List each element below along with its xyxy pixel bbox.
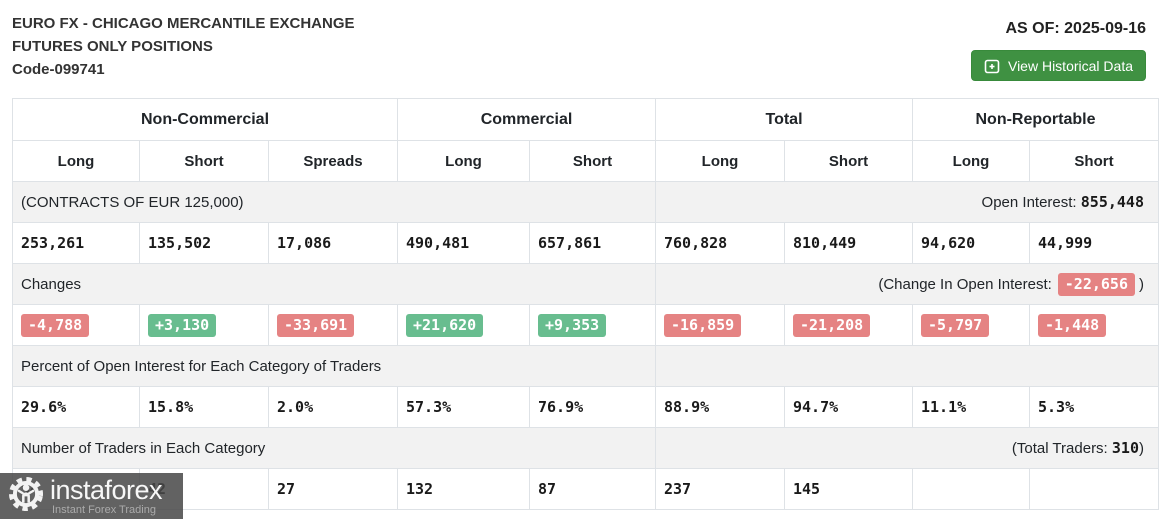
view-historical-data-label: View Historical Data: [1007, 57, 1133, 74]
position-value: 135,502: [148, 234, 212, 252]
traders-value: 27: [277, 480, 296, 498]
col-nr-short: Short: [1029, 140, 1159, 182]
contracts-band-row: (CONTRACTS OF EUR 125,000) Open Interest…: [12, 181, 1159, 223]
positions-row: 253,261 135,502 17,086 490,481 657,861 7…: [12, 222, 1159, 264]
traders-value: 87: [538, 480, 557, 498]
col-nc-short: Short: [139, 140, 269, 182]
percent-label: Percent of Open Interest for Each Catego…: [12, 345, 656, 387]
instaforex-logo-icon: [7, 475, 45, 518]
change-oi-cell: (Change In Open Interest: -22,656): [655, 263, 1159, 305]
group-commercial: Commercial: [397, 98, 656, 141]
col-nc-spreads: Spreads: [268, 140, 398, 182]
traders-row: 94 42 27 132 87 237 145: [12, 468, 1159, 510]
traders-value: 237: [664, 480, 692, 498]
report-title-line1: EURO FX - CHICAGO MERCANTILE EXCHANGE: [12, 15, 355, 32]
open-interest-label: Open Interest:: [981, 194, 1077, 211]
total-traders-value: 310: [1111, 439, 1139, 457]
percent-value: 76.9%: [538, 398, 584, 416]
change-badge: +9,353: [538, 313, 607, 337]
change-oi-badge: -22,656: [1057, 272, 1135, 296]
changes-label: Changes: [12, 263, 656, 305]
position-value: 760,828: [664, 234, 728, 252]
report-code: Code-099741: [12, 61, 105, 78]
percent-band-row: Percent of Open Interest for Each Catego…: [12, 345, 1159, 387]
percent-value: 5.3%: [1038, 398, 1075, 416]
change-badge: -16,859: [664, 313, 742, 337]
change-oi-prefix: (Change In Open Interest:: [878, 275, 1052, 293]
group-non-reportable: Non-Reportable: [912, 98, 1159, 141]
percent-row: 29.6% 15.8% 2.0% 57.3% 76.9% 88.9% 94.7%…: [12, 386, 1159, 428]
traders-label: Number of Traders in Each Category: [12, 427, 656, 469]
change-badge: -33,691: [277, 313, 355, 337]
as-of-date: AS OF: 2025-09-16: [1005, 20, 1146, 37]
report-title-line2: FUTURES ONLY POSITIONS: [12, 38, 213, 55]
percent-value: 88.9%: [664, 398, 710, 416]
col-c-long: Long: [397, 140, 530, 182]
change-badge: +3,130: [148, 313, 217, 337]
open-interest-cell: Open Interest: 855,448: [655, 181, 1159, 223]
instaforex-watermark: instaforex Instant Forex Trading: [0, 473, 183, 519]
percent-value: 94.7%: [793, 398, 839, 416]
col-c-short: Short: [529, 140, 656, 182]
changes-row: -4,788 +3,130 -33,691 +21,620 +9,353 -16…: [12, 304, 1159, 346]
group-total: Total: [655, 98, 913, 141]
percent-value: 29.6%: [21, 398, 67, 416]
change-badge: +21,620: [406, 313, 484, 337]
contracts-label: (CONTRACTS OF EUR 125,000): [12, 181, 656, 223]
report-title: EURO FX - CHICAGO MERCANTILE EXCHANGE FU…: [12, 12, 355, 81]
cot-table: Non-Commercial Commercial Total Non-Repo…: [12, 98, 1159, 510]
position-value: 657,861: [538, 234, 602, 252]
position-value: 44,999: [1038, 234, 1093, 252]
col-nr-long: Long: [912, 140, 1030, 182]
total-traders-prefix: (Total Traders:: [1011, 440, 1108, 457]
total-traders-suffix: ): [1139, 440, 1144, 457]
change-oi-suffix: ): [1139, 275, 1144, 293]
instaforex-tagline: Instant Forex Trading: [52, 503, 156, 516]
traders-band-row: Number of Traders in Each Category (Tota…: [12, 427, 1159, 469]
total-traders-cell: (Total Traders: 310): [655, 427, 1159, 469]
calendar-plus-icon: [984, 58, 1000, 74]
group-non-commercial: Non-Commercial: [12, 98, 398, 141]
position-value: 810,449: [793, 234, 857, 252]
percent-band-right: [655, 345, 1159, 387]
col-t-short: Short: [784, 140, 913, 182]
position-value: 490,481: [406, 234, 470, 252]
percent-value: 57.3%: [406, 398, 452, 416]
percent-value: 11.1%: [921, 398, 967, 416]
changes-band-row: Changes (Change In Open Interest: -22,656…: [12, 263, 1159, 305]
traders-value: 132: [406, 480, 434, 498]
instaforex-brand: instaforex: [50, 474, 163, 505]
change-badge: -21,208: [793, 313, 871, 337]
open-interest-value: 855,448: [1080, 193, 1144, 211]
change-badge: -5,797: [921, 313, 990, 337]
view-historical-data-button[interactable]: View Historical Data: [970, 50, 1146, 81]
change-badge: -1,448: [1038, 313, 1107, 337]
position-value: 17,086: [277, 234, 332, 252]
group-header-row: Non-Commercial Commercial Total Non-Repo…: [12, 98, 1159, 141]
position-value: 253,261: [21, 234, 85, 252]
col-nc-long: Long: [12, 140, 140, 182]
percent-value: 15.8%: [148, 398, 194, 416]
percent-value: 2.0%: [277, 398, 314, 416]
col-t-long: Long: [655, 140, 785, 182]
position-value: 94,620: [921, 234, 976, 252]
change-badge: -4,788: [21, 313, 90, 337]
column-header-row: Long Short Spreads Long Short Long Short…: [12, 140, 1159, 182]
traders-value: 145: [793, 480, 821, 498]
